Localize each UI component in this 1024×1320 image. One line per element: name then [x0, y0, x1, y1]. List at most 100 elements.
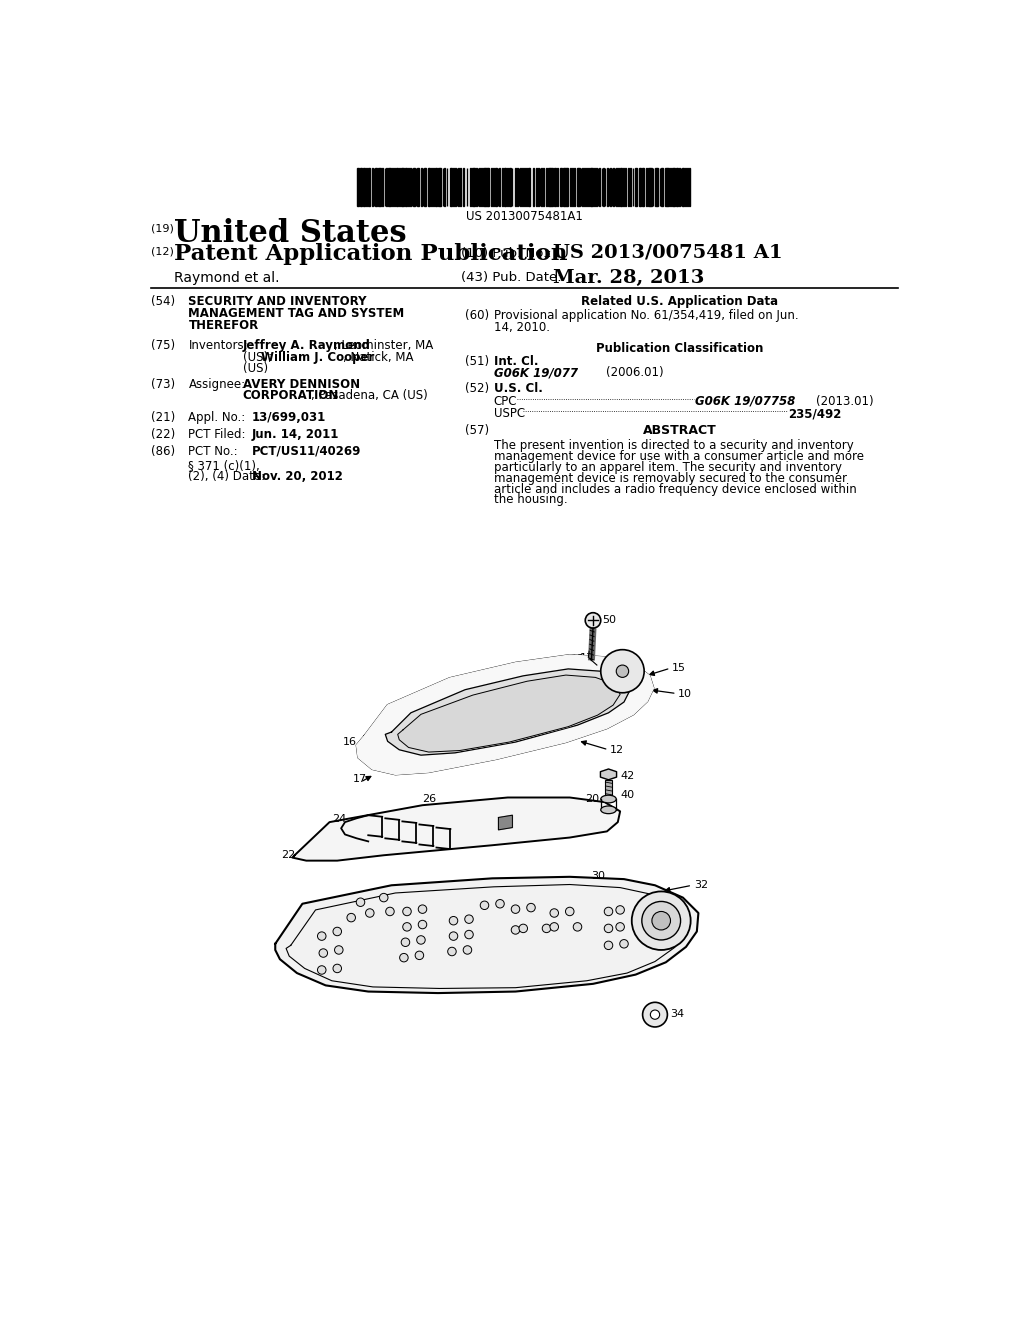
Circle shape [380, 894, 388, 902]
Bar [621, 168, 622, 206]
Text: 16: 16 [343, 738, 356, 747]
Text: CORPORATION: CORPORATION [243, 389, 339, 403]
Text: (52): (52) [465, 381, 489, 395]
Bar [463, 168, 464, 206]
Text: , Pasadena, CA (US): , Pasadena, CA (US) [311, 389, 428, 403]
Text: Appl. No.:: Appl. No.: [188, 411, 246, 424]
Polygon shape [600, 770, 616, 780]
Circle shape [643, 1002, 668, 1027]
Bar [548, 168, 550, 206]
Text: Jun. 14, 2011: Jun. 14, 2011 [252, 428, 339, 441]
Circle shape [356, 898, 365, 907]
Circle shape [511, 906, 520, 913]
Bar [515, 168, 516, 206]
Circle shape [317, 932, 326, 940]
Text: article and includes a radio frequency device enclosed within: article and includes a radio frequency d… [494, 483, 856, 495]
Text: William J. Cooper: William J. Cooper [261, 351, 375, 364]
Bar [662, 168, 663, 206]
Bar [402, 168, 403, 206]
Text: 26: 26 [423, 795, 436, 804]
Bar [550, 168, 553, 206]
Text: (US);: (US); [243, 351, 275, 364]
Circle shape [366, 908, 374, 917]
Text: 12: 12 [610, 744, 625, 755]
Text: (22): (22) [152, 428, 175, 441]
Bar [557, 168, 558, 206]
Circle shape [615, 923, 625, 931]
Text: 42: 42 [621, 771, 635, 781]
Bar [391, 168, 393, 206]
Text: 15: 15 [672, 663, 686, 673]
Text: (73): (73) [152, 378, 175, 391]
Text: SECURITY AND INVENTORY: SECURITY AND INVENTORY [188, 296, 367, 309]
Circle shape [450, 932, 458, 940]
Bar [414, 168, 415, 206]
Bar [554, 168, 556, 206]
Text: PCT No.:: PCT No.: [188, 445, 238, 458]
Polygon shape [397, 675, 621, 752]
Text: the housing.: the housing. [494, 494, 567, 507]
Text: (51): (51) [465, 355, 489, 368]
Circle shape [415, 952, 424, 960]
Bar [605, 780, 611, 797]
Bar [573, 168, 575, 206]
Text: 13/699,031: 13/699,031 [252, 411, 327, 424]
Circle shape [402, 907, 412, 916]
Text: particularly to an apparel item. The security and inventory: particularly to an apparel item. The sec… [494, 461, 842, 474]
Bar [682, 168, 684, 206]
Circle shape [601, 649, 644, 693]
Text: US 2013/0075481 A1: US 2013/0075481 A1 [553, 243, 782, 261]
Circle shape [615, 906, 625, 915]
Bar [396, 168, 398, 206]
Text: Jeffrey A. Raymond: Jeffrey A. Raymond [243, 339, 371, 352]
Circle shape [586, 612, 601, 628]
Bar [650, 168, 652, 206]
Circle shape [526, 903, 536, 912]
Circle shape [604, 941, 612, 949]
Circle shape [399, 953, 409, 962]
Text: , Leominster, MA: , Leominster, MA [334, 339, 433, 352]
Bar [460, 168, 461, 206]
Text: Int. Cl.: Int. Cl. [494, 355, 539, 368]
Bar [525, 168, 527, 206]
Text: (57): (57) [465, 424, 489, 437]
Circle shape [333, 964, 342, 973]
Text: 13: 13 [570, 653, 585, 664]
Text: G06K 19/07758: G06K 19/07758 [695, 395, 796, 408]
Bar [366, 168, 368, 206]
Polygon shape [356, 655, 653, 775]
Text: (2013.01): (2013.01) [816, 395, 873, 408]
Bar [584, 168, 586, 206]
Text: AVERY DENNISON: AVERY DENNISON [243, 378, 359, 391]
Ellipse shape [601, 795, 616, 803]
Circle shape [496, 899, 504, 908]
Ellipse shape [601, 807, 616, 813]
Text: 13: 13 [580, 653, 594, 663]
Text: § 371 (c)(1),: § 371 (c)(1), [188, 459, 260, 471]
Bar [356, 168, 359, 206]
Bar [560, 168, 562, 206]
Circle shape [465, 915, 473, 924]
Bar [648, 168, 649, 206]
Bar [579, 168, 580, 206]
Bar [495, 168, 497, 206]
Text: Provisional application No. 61/354,419, filed on Jun.: Provisional application No. 61/354,419, … [494, 309, 799, 322]
Bar [369, 168, 370, 206]
Circle shape [604, 907, 612, 916]
Text: THEREFOR: THEREFOR [188, 318, 259, 331]
Circle shape [650, 1010, 659, 1019]
Bar [417, 168, 419, 206]
Text: 17: 17 [352, 775, 367, 784]
Text: Raymond et al.: Raymond et al. [174, 271, 280, 285]
Circle shape [335, 945, 343, 954]
Text: , Natick, MA: , Natick, MA [343, 351, 414, 364]
Text: (43) Pub. Date:: (43) Pub. Date: [461, 271, 562, 284]
Text: 40: 40 [621, 789, 634, 800]
Text: (US): (US) [243, 363, 268, 375]
Bar [375, 168, 377, 206]
Text: (2), (4) Date:: (2), (4) Date: [188, 470, 265, 483]
Polygon shape [385, 669, 630, 755]
Bar [485, 168, 487, 206]
Text: (54): (54) [152, 296, 175, 309]
Text: management device is removably secured to the consumer: management device is removably secured t… [494, 471, 847, 484]
